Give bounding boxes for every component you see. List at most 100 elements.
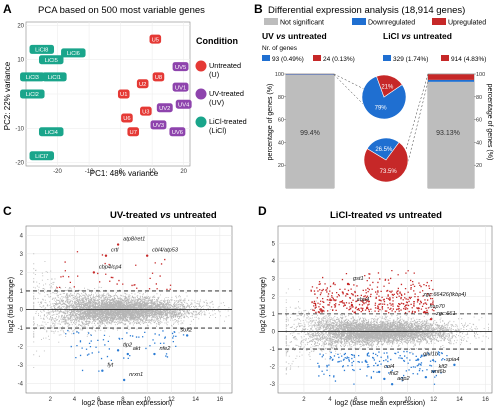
ma-gene-point — [185, 334, 189, 337]
uv-comparison-title: UV vs untreated — [262, 31, 327, 41]
pca-point — [61, 48, 86, 58]
uv-connector — [333, 74, 365, 106]
ma-x-tick-label: 4 — [73, 397, 77, 403]
pca-legend-label: (LiCl) — [209, 126, 226, 135]
ma-uv-xlabel: log2 (base mean expression) — [82, 400, 172, 407]
ma-x-tick-label: 10 — [144, 397, 151, 403]
uv-pie-up-label: 21% — [381, 85, 394, 91]
ma-downregulated-points — [65, 329, 185, 372]
panel-b-letter: B — [254, 2, 263, 16]
pca-point — [152, 72, 165, 82]
pca-point-label: LiCl7 — [35, 154, 48, 160]
uv-up-swatch — [313, 55, 321, 61]
ma-gene-point — [153, 352, 156, 356]
de-legend-swatch — [352, 18, 366, 25]
licl-bar-value: 93.13% — [436, 130, 460, 137]
pca-point-label: U7 — [130, 130, 137, 136]
ma-gene-label: hsp70 — [430, 304, 446, 310]
ma-x-tick-label: 12 — [430, 397, 437, 403]
licl-bar-tick-label: 20 — [476, 163, 482, 169]
pca-point — [117, 89, 130, 99]
ma-gene-point — [424, 375, 428, 379]
de-legend-label: Not significant — [280, 20, 324, 27]
ma-gene-label: sox2 — [180, 327, 193, 333]
uv-bar-tick-label: 80 — [278, 95, 284, 101]
licl-pie-up-label: 73.5% — [380, 169, 398, 175]
pca-point — [136, 79, 149, 89]
ma-gene-label: zgc:66426(fkbp4) — [422, 292, 466, 298]
licl-up-swatch — [441, 55, 449, 61]
ma-gene-label: glul1b — [423, 352, 438, 358]
uv-bar-value: 99.4% — [300, 130, 320, 137]
ma-y-tick-label: 3 — [20, 252, 24, 258]
pca-point — [150, 120, 167, 130]
ma-y-tick-label: 3 — [272, 277, 276, 283]
uv-up-count: 24 (0.13%) — [323, 56, 355, 63]
ma-gene-point — [122, 378, 126, 382]
ma-gene-point — [416, 358, 420, 361]
ma-gene-label: wnt6b — [431, 369, 446, 375]
ma-x-tick-label: 14 — [192, 397, 199, 403]
ma-y-tick-label: 1 — [272, 312, 276, 318]
ma-x-tick-label: 8 — [380, 397, 384, 403]
ma-y-tick-label: 0 — [20, 308, 24, 314]
ma-x-tick-label: 14 — [456, 397, 463, 403]
ma-gene-point — [116, 349, 120, 352]
pca-point-label: U5 — [152, 37, 159, 43]
pca-point — [121, 113, 133, 123]
ma-upregulated-points — [310, 270, 435, 314]
licl-bar-tick-label: 60 — [476, 118, 482, 124]
pca-point — [38, 55, 64, 65]
licl-up-count: 914 (4.83%) — [451, 56, 486, 63]
pca-y-tick-label: 10 — [17, 58, 24, 64]
pca-point — [149, 34, 162, 44]
ma-x-tick-label: 6 — [354, 397, 358, 403]
ma-gene-point — [453, 363, 456, 367]
panel-d-letter: D — [258, 204, 267, 218]
ma-gene-label: zgc:661 — [435, 311, 456, 317]
ma-gene-point — [126, 352, 129, 356]
pca-legend: Untreated(U) UV-treated(UV) LiCl-treated(L… — [195, 60, 247, 135]
licl-bar-tick-label: 100 — [476, 72, 485, 78]
pca-point — [172, 62, 189, 72]
licl-bar-downregulated — [428, 79, 474, 82]
ma-y-tick-label: -3 — [18, 363, 24, 369]
uv-bar-tick-label: 20 — [278, 163, 284, 169]
pca-point-label: LiCl5 — [45, 58, 58, 64]
pca-x-tick-label: -10 — [85, 169, 94, 175]
ma-plot-licl: 2 4 6 8 10 12 14 16-3-2-1012345gst1cbp4zgc:6642… — [270, 225, 493, 403]
ma-x-tick-label: 12 — [168, 397, 175, 403]
ma-y-tick-label: -4 — [18, 382, 24, 388]
ma-x-tick-label: 16 — [217, 397, 224, 403]
licl-down-count: 329 (1.74%) — [393, 56, 428, 63]
ma-y-tick-label: -2 — [18, 345, 24, 351]
pca-point — [127, 127, 140, 137]
ma-gene-point — [104, 254, 108, 257]
licl-bar-not-significant — [428, 81, 474, 188]
ma-gene-point — [423, 310, 426, 314]
ma-y-tick-label: 0 — [272, 329, 276, 335]
ma-y-tick-label: 4 — [20, 233, 24, 239]
pca-point — [156, 103, 173, 113]
pca-point-label: U8 — [155, 75, 162, 81]
pca-y-tick-label: -10 — [15, 126, 24, 132]
pca-point-label: LiCl2 — [26, 92, 39, 98]
ma-licl-ylabel: log2 (fold change) — [260, 277, 267, 333]
uv-connector — [333, 73, 365, 90]
ma-gene-label: cbp4 — [357, 297, 369, 303]
uv-bar-ylabel: percentage of genes (%) — [267, 84, 274, 161]
uv-pie-down-label: 79% — [375, 105, 388, 111]
pca-point — [20, 72, 45, 82]
ma-gene-point — [350, 303, 354, 307]
pca-x-tick-label: -20 — [53, 169, 62, 175]
ma-x-tick-label: 2 — [49, 397, 53, 403]
ma-y-tick-label: 5 — [272, 242, 276, 248]
ma-gene-label: crtl — [111, 248, 119, 254]
ma-gene-point — [383, 377, 386, 381]
uv-pie-down-slice — [361, 75, 407, 120]
uv-bar-not-significant — [286, 74, 334, 188]
ma-x-tick-label: 16 — [482, 397, 489, 403]
pca-point — [20, 89, 45, 99]
panel-a-title: PCA based on 500 most variable genes — [38, 5, 205, 16]
